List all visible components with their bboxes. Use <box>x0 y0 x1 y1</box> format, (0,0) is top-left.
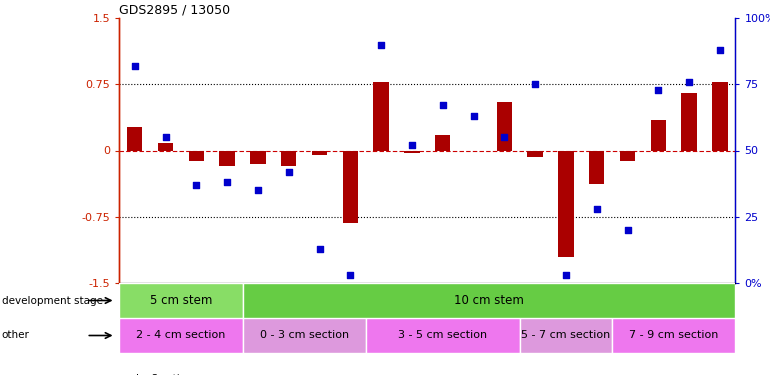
Bar <box>558 150 574 256</box>
Bar <box>651 120 666 150</box>
Point <box>591 206 603 212</box>
Bar <box>620 150 635 161</box>
Bar <box>527 150 543 157</box>
Text: development stage: development stage <box>2 296 102 306</box>
Point <box>621 227 634 233</box>
Bar <box>250 150 266 164</box>
Point <box>467 113 480 119</box>
Point <box>344 272 357 278</box>
Text: ■: ■ <box>119 374 130 375</box>
Bar <box>404 150 420 153</box>
Point <box>498 134 511 140</box>
Point <box>129 63 141 69</box>
Point <box>529 81 541 87</box>
Text: 5 - 7 cm section: 5 - 7 cm section <box>521 330 611 340</box>
Point <box>221 179 233 185</box>
Bar <box>366 318 520 353</box>
Bar <box>119 318 243 353</box>
Bar <box>243 283 735 318</box>
Point <box>437 102 449 108</box>
Point <box>406 142 418 148</box>
Bar <box>312 150 327 155</box>
Text: 5 cm stem: 5 cm stem <box>149 294 213 307</box>
Text: log2 ratio: log2 ratio <box>136 374 186 375</box>
Text: 0 - 3 cm section: 0 - 3 cm section <box>259 330 349 340</box>
Bar <box>219 150 235 165</box>
Bar <box>127 127 142 150</box>
Bar <box>435 135 450 150</box>
Point <box>283 169 295 175</box>
Text: other: other <box>2 330 29 340</box>
Bar <box>281 150 296 166</box>
Text: 3 - 5 cm section: 3 - 5 cm section <box>398 330 487 340</box>
Bar <box>589 150 604 184</box>
Point <box>714 47 726 53</box>
Bar <box>158 143 173 150</box>
Bar <box>189 150 204 161</box>
Point <box>190 182 203 188</box>
Bar <box>373 82 389 150</box>
Bar <box>612 318 735 353</box>
Text: 7 - 9 cm section: 7 - 9 cm section <box>629 330 718 340</box>
Text: 10 cm stem: 10 cm stem <box>454 294 524 307</box>
Bar <box>712 82 728 150</box>
Bar <box>119 283 243 318</box>
Point <box>652 87 665 93</box>
Bar <box>497 102 512 150</box>
Point <box>313 246 326 252</box>
Point <box>375 42 387 48</box>
Point <box>159 134 172 140</box>
Bar <box>343 150 358 223</box>
Bar <box>681 93 697 150</box>
Point <box>560 272 572 278</box>
Bar <box>243 318 366 353</box>
Point <box>683 79 695 85</box>
Bar <box>520 318 612 353</box>
Text: GDS2895 / 13050: GDS2895 / 13050 <box>119 3 230 16</box>
Point <box>252 187 264 193</box>
Text: 2 - 4 cm section: 2 - 4 cm section <box>136 330 226 340</box>
